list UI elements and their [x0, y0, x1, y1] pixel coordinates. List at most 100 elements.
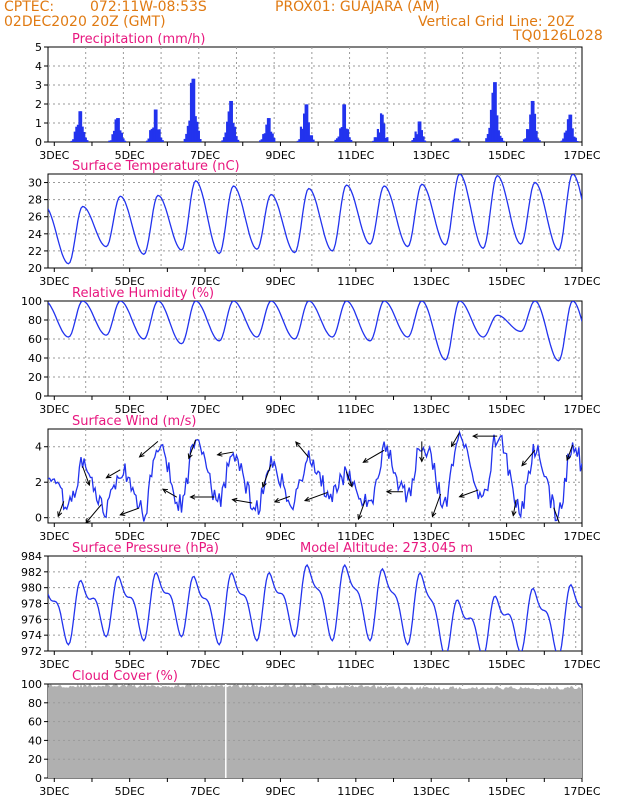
- wind-arrow: [345, 471, 353, 488]
- precip-bar: [191, 78, 194, 142]
- precip-bar: [189, 82, 193, 142]
- x-tick-label: 5DEC: [115, 658, 145, 671]
- wind-arrow: [419, 441, 425, 463]
- plot-area: [70, 78, 579, 142]
- wind-arrow-head: [57, 511, 63, 518]
- x-tick-label: 11DEC: [337, 785, 374, 798]
- wind-arrow: [458, 489, 479, 498]
- y-tick-label: 24: [28, 228, 42, 241]
- precip-bar: [307, 122, 310, 142]
- precip-bar: [145, 140, 149, 142]
- x-tick-label: 11DEC: [337, 149, 374, 162]
- precip-bar: [237, 139, 240, 142]
- y-tick-label: 22: [28, 245, 42, 258]
- plot-area: [48, 429, 582, 523]
- precip-bar: [79, 111, 83, 142]
- wind-arrow-head: [216, 451, 223, 457]
- precip-bar: [262, 134, 265, 142]
- x-tick-label: 15DEC: [488, 530, 525, 543]
- precip-bar: [155, 109, 158, 142]
- precip-bar: [488, 127, 491, 142]
- wind-arrow-head: [105, 473, 112, 479]
- wind-arrow: [385, 489, 403, 495]
- wind-arrow-shaft: [459, 489, 479, 498]
- wind-arrow-shaft: [451, 432, 460, 447]
- precip-bar: [571, 128, 574, 142]
- precip-bar: [532, 100, 535, 142]
- precip-bar: [372, 140, 375, 142]
- precip-bar: [497, 130, 500, 142]
- precip-bar: [530, 100, 533, 142]
- x-tick-label: 17DEC: [563, 275, 600, 288]
- precip-bar: [343, 104, 347, 142]
- panel-frame: [47, 46, 583, 143]
- precip-bar: [456, 138, 460, 142]
- x-tick-label: 3DEC: [39, 275, 69, 288]
- precip-bar: [259, 140, 262, 142]
- wind-arrow-head: [303, 496, 311, 502]
- precip-bar: [499, 135, 502, 142]
- precip-bar: [423, 140, 427, 142]
- station-label: PROX01: GUAJARA (AM): [275, 0, 440, 15]
- x-tick-label: 17DEC: [563, 785, 600, 798]
- precip-bar: [230, 100, 233, 142]
- precip-bar: [298, 139, 301, 142]
- wind-arrow-head: [347, 481, 353, 488]
- precip-bar: [500, 137, 504, 142]
- precip-bar: [147, 138, 150, 142]
- wind-arrow-shaft: [232, 499, 253, 504]
- wind-arrow-head: [450, 441, 456, 448]
- precip-bar: [229, 100, 232, 142]
- x-tick-label: 3DEC: [39, 658, 69, 671]
- precip-bar: [573, 136, 576, 142]
- precip-bar: [270, 131, 273, 142]
- wind-arrow-shaft: [363, 449, 385, 463]
- run-label: 02DEC2020 20Z (GMT): [4, 14, 166, 30]
- precip-bar: [486, 133, 489, 142]
- plot-area: [48, 684, 582, 778]
- precip-bar: [78, 111, 81, 142]
- series-line: [48, 563, 582, 651]
- x-tick-label: 9DEC: [265, 149, 295, 162]
- precip-bar: [153, 109, 156, 142]
- wind-arrow: [189, 494, 215, 500]
- precip-bar: [299, 126, 303, 142]
- precip-bar: [221, 140, 224, 142]
- precip-bar: [84, 137, 87, 142]
- x-tick-label: 7DEC: [190, 275, 220, 288]
- precip-bar: [455, 138, 458, 142]
- precip-bar: [337, 136, 340, 142]
- y-tick-label: 20: [28, 753, 42, 766]
- precip-bar: [379, 113, 383, 142]
- y-tick-label: 20: [28, 371, 42, 384]
- precip-bar: [350, 139, 353, 142]
- precip-bar: [70, 140, 73, 142]
- panel-title: Surface Pressure (hPa): [72, 541, 219, 556]
- wind-arrow: [511, 499, 517, 517]
- precip-bar: [485, 138, 488, 142]
- plot-area: [48, 174, 582, 265]
- precip-bar: [560, 140, 563, 142]
- wind-arrow-head: [138, 452, 145, 458]
- x-tick-label: 3DEC: [39, 149, 69, 162]
- y-tick-label: 80: [28, 314, 42, 327]
- wind-arrow-head: [362, 457, 369, 463]
- y-tick-label: 1: [35, 117, 42, 130]
- panel-title: Surface Wind (m/s): [72, 414, 196, 429]
- x-tick-label: 9DEC: [265, 403, 295, 416]
- source-label: CPTEC:: [4, 0, 55, 15]
- precip-bar: [576, 140, 579, 142]
- x-tick-label: 13DEC: [413, 149, 450, 162]
- precip-bar: [227, 111, 230, 142]
- precip-bar: [538, 140, 541, 142]
- wind-arrow-shaft: [85, 504, 102, 523]
- wind-arrow-head: [566, 454, 572, 462]
- x-tick-label: 5DEC: [115, 530, 145, 543]
- y-tick-label: 60: [28, 333, 42, 346]
- precip-bar: [342, 104, 345, 142]
- precip-bar: [301, 128, 304, 142]
- precip-bar: [458, 140, 461, 142]
- y-tick-label: 4: [35, 441, 42, 454]
- wind-arrow-head: [385, 489, 392, 495]
